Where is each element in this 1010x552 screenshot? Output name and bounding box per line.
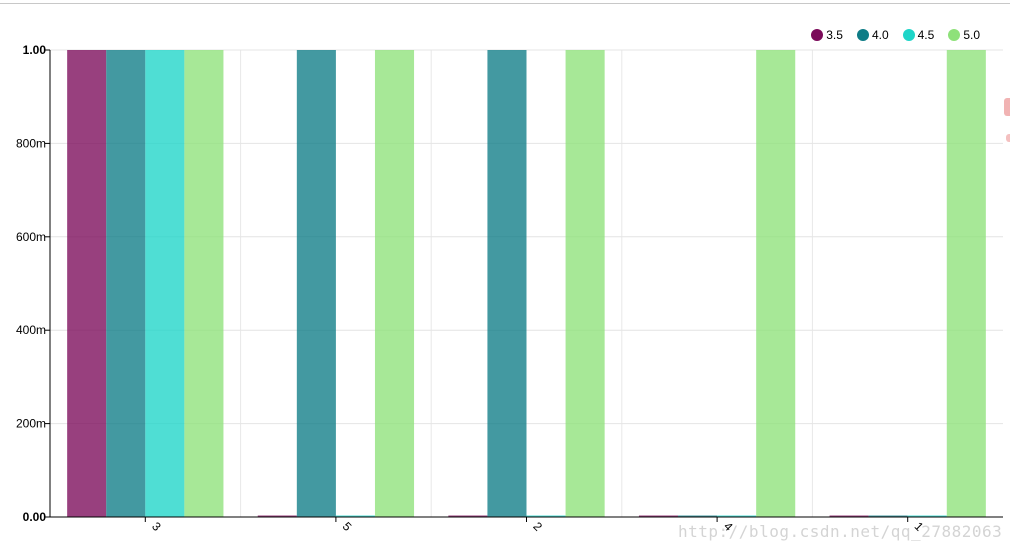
x-tick-label: 3 [149,519,164,534]
bar-4.5-cat-2 [526,515,566,517]
bar-4.0-cat-2 [487,50,527,517]
x-tick-label: 2 [530,519,545,534]
legend-dot [948,29,961,41]
bar-3.5-cat-4 [638,515,679,517]
legend-label: 3.5 [826,28,843,42]
legend-dot [856,29,869,41]
bar-4.0-cat-3 [106,50,146,517]
legend-item-3.5[interactable]: 3.5 [811,28,843,42]
bar-4.5-cat-1 [907,515,947,517]
x-tick-label: 5 [340,519,355,534]
legend-item-4.5[interactable]: 4.5 [902,28,935,42]
bar-5.0-cat-2 [565,50,605,517]
legend-dot [902,29,915,41]
y-tick-label: 800m [16,136,46,150]
y-tick-label: 1.00 [23,43,47,57]
bar-3.5-cat-3 [67,50,107,517]
legend-dot [811,29,824,41]
bar-5.0-cat-1 [946,50,986,517]
legend-item-5.0[interactable]: 5.0 [948,28,980,42]
bar-5.0-cat-3 [184,50,224,517]
y-tick-label: 600m [16,230,46,244]
chart-legend: 3.5 4.0 4.5 5.0 [811,28,980,42]
bar-3.5-cat-1 [829,515,869,517]
edge-decoration-small [1006,134,1010,142]
y-tick-label: 0.00 [23,510,47,524]
bar-4.0-cat-4 [678,515,718,517]
bar-4.5-cat-3 [145,50,185,517]
y-tick-label: 200m [16,417,46,431]
legend-label: 4.0 [871,28,889,42]
legend-label: 5.0 [963,28,980,42]
edge-decoration [1004,98,1010,116]
legend-label: 4.5 [917,28,935,42]
bar-3.5-cat-5 [257,515,297,517]
bar-4.0-cat-1 [868,515,908,517]
top-border [0,3,1010,4]
bar-5.0-cat-4 [756,50,796,517]
bar-5.0-cat-5 [374,50,415,517]
y-tick-label: 400m [16,323,46,337]
watermark-text: http://blog.csdn.net/qq_27882063 [678,522,1003,541]
bar-4.0-cat-5 [296,50,336,517]
legend-item-4.0[interactable]: 4.0 [856,28,889,42]
bar-3.5-cat-2 [448,515,488,517]
bar-4.5-cat-4 [717,515,757,517]
bar-4.5-cat-5 [335,515,375,517]
